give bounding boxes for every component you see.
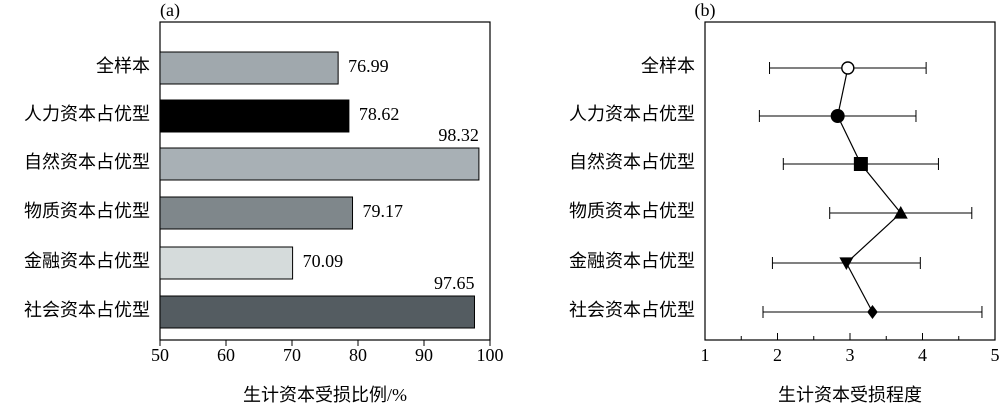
chart-title: (b) [695, 0, 716, 21]
x-tick-label: 90 [415, 345, 433, 365]
value-label: 78.62 [359, 104, 400, 124]
marker [839, 257, 854, 270]
x-axis-label: 生计资本受损比例/% [243, 385, 407, 405]
y-tick-label: 社会资本占优型 [24, 300, 150, 320]
x-tick-label: 60 [217, 345, 235, 365]
bar [159, 246, 294, 280]
x-tick-label: 50 [151, 345, 169, 365]
bar [159, 295, 475, 329]
y-tick-label: 金融资本占优型 [24, 251, 150, 271]
x-tick-label: 4 [918, 345, 927, 365]
marker [893, 206, 908, 219]
marker [830, 109, 845, 123]
x-tick-label: 80 [349, 345, 367, 365]
bar [159, 196, 354, 230]
chart-title: (a) [160, 0, 180, 21]
y-tick-label: 金融资本占优型 [569, 251, 695, 271]
y-tick-label: 自然资本占优型 [24, 152, 150, 172]
bar [159, 147, 480, 181]
x-tick-label: 1 [701, 345, 710, 365]
value-label: 79.17 [363, 201, 404, 221]
value-label: 70.09 [303, 251, 344, 271]
value-label: 76.99 [348, 56, 389, 76]
y-tick-label: 人力资本占优型 [24, 104, 150, 124]
plot-frame [159, 21, 491, 341]
connector-line [837, 67, 902, 313]
x-tick-label: 2 [773, 345, 782, 365]
bar [159, 51, 339, 85]
value-label: 98.32 [438, 125, 479, 145]
x-tick-label: 5 [991, 345, 1000, 365]
x-tick-label: 100 [477, 345, 504, 365]
bar [159, 99, 350, 133]
y-tick-label: 社会资本占优型 [569, 300, 695, 320]
x-tick-label: 70 [283, 345, 301, 365]
y-tick-label: 物质资本占优型 [569, 201, 695, 221]
marker [853, 157, 868, 171]
y-tick-label: 人力资本占优型 [569, 104, 695, 124]
y-tick-label: 全样本 [96, 56, 150, 76]
value-label: 97.65 [434, 273, 475, 293]
y-tick-label: 自然资本占优型 [569, 152, 695, 172]
x-axis-label: 生计资本受损程度 [778, 385, 922, 405]
x-tick-label: 3 [846, 345, 855, 365]
marker [841, 61, 855, 75]
y-tick-label: 物质资本占优型 [24, 201, 150, 221]
y-tick-label: 全样本 [641, 56, 695, 76]
marker [867, 305, 878, 319]
